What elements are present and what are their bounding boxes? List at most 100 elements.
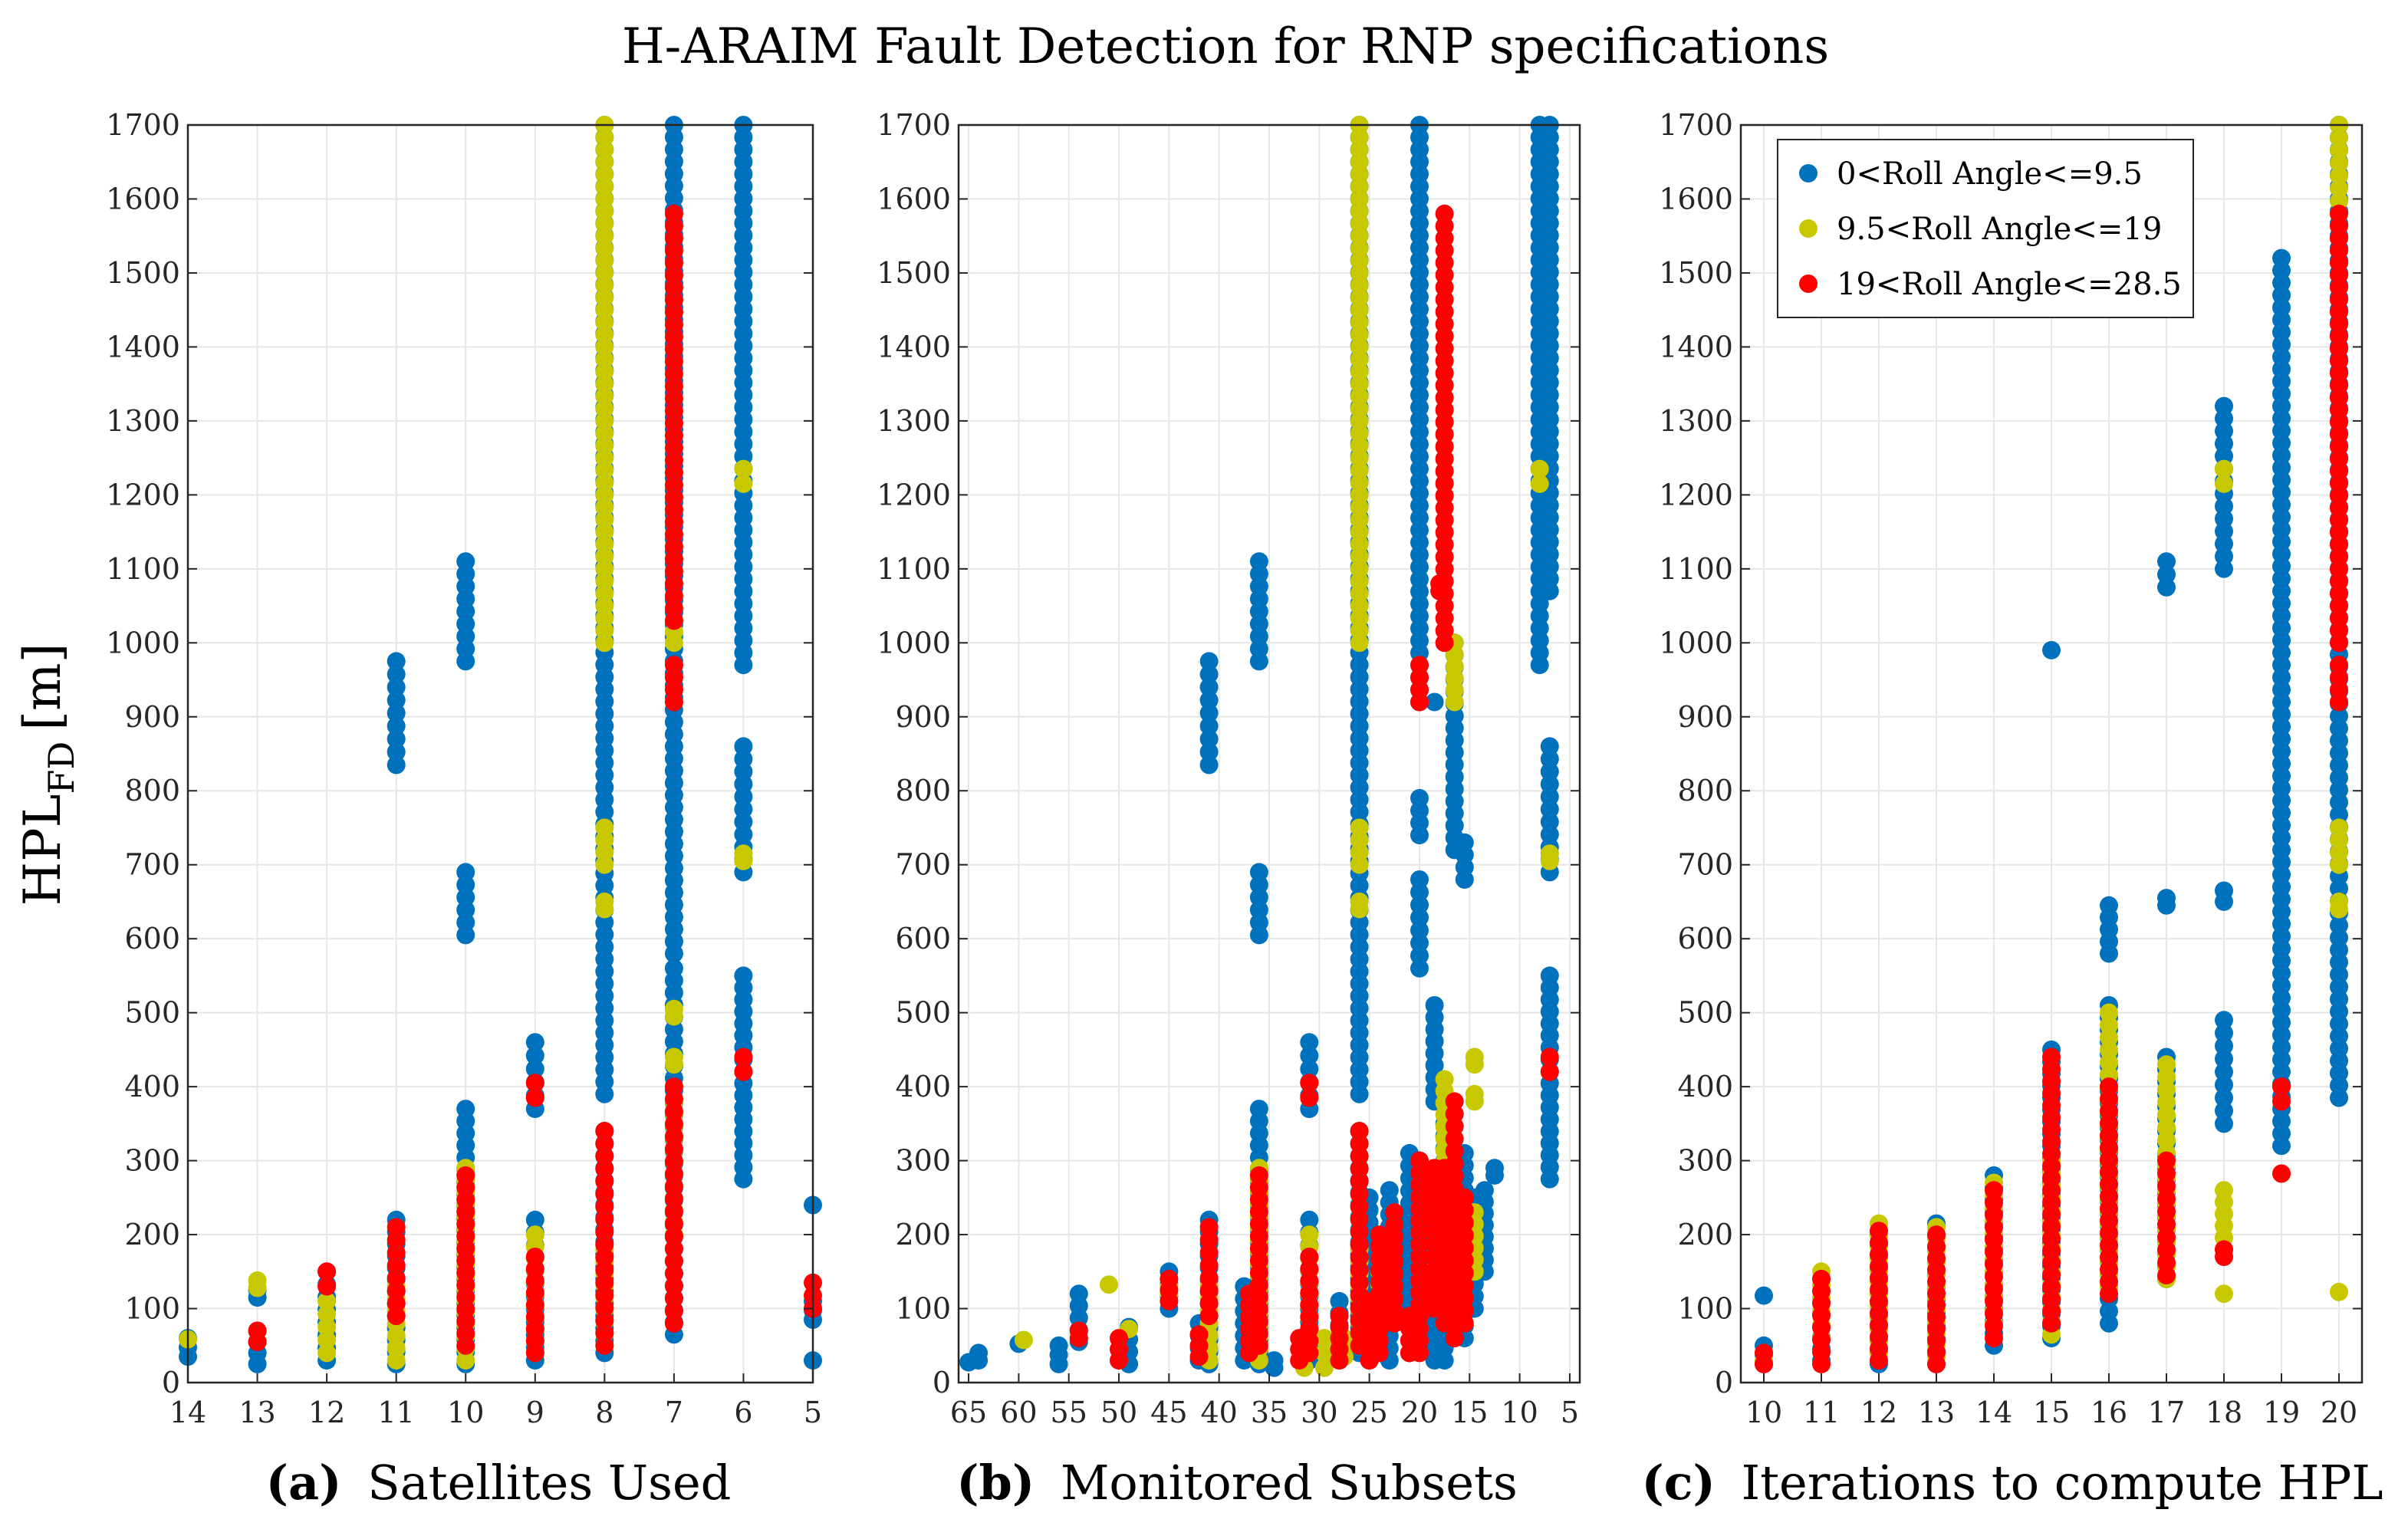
panel-a-axis-title: Satellites Used (367, 1455, 731, 1511)
panel-c-data-point (2157, 1176, 2176, 1195)
panel-c-xtick-label: 14 (1975, 1396, 2012, 1429)
panel-c-ytick-label: 400 (1677, 1070, 1733, 1103)
panel-b-xtick-label: 40 (1200, 1396, 1237, 1429)
panel-b-ytick-label: 700 (895, 848, 951, 882)
panel-b-data-point (1350, 1197, 1369, 1216)
panel-b-label: (b) (956, 1455, 1035, 1511)
panel-b-data-point (1199, 678, 1219, 697)
panel-a-data-point (664, 1055, 683, 1074)
panel-a-data-point (525, 1343, 544, 1363)
panel-a-ytick-label: 1700 (106, 108, 180, 142)
panel-b-data-point (1199, 755, 1219, 774)
panel-c-data-point (2215, 1037, 2233, 1056)
panel-b-data-point (1540, 1062, 1559, 1081)
panel-c-ytick-label: 1500 (1659, 256, 1733, 290)
panel-b-data-point (1249, 926, 1268, 945)
panel-b-xtick-label: 65 (950, 1396, 987, 1429)
panel-b-xtick-label: 15 (1451, 1396, 1488, 1429)
y-axis-label-main: HPL (13, 794, 72, 906)
panel-a-xtick-label: 13 (238, 1396, 275, 1429)
panel-b-ytick-label: 1600 (877, 182, 951, 215)
panel-a-data-point (456, 888, 475, 907)
panel-b-xtick-label: 20 (1401, 1396, 1438, 1429)
legend-marker-blue (1799, 164, 1818, 183)
panel-a-data-point (734, 749, 753, 768)
panel-b-ytick-label: 500 (895, 996, 951, 1030)
panel-b-data-point (1199, 665, 1219, 684)
panel-b-data-point (1455, 1238, 1474, 1258)
panel-a-xtick-label: 11 (377, 1396, 414, 1429)
panel-a-data-point (387, 678, 406, 697)
panel-c-data-point (2157, 1106, 2176, 1124)
panel-a-data-point (595, 1122, 614, 1140)
panel-c-data-point (2330, 633, 2348, 653)
panel-c-xtick-label: 18 (2206, 1396, 2242, 1429)
panel-a-ytick-label: 1300 (106, 404, 180, 438)
panel-c-xtick-label: 19 (2263, 1396, 2300, 1429)
panel-b-xtick-label: 5 (1561, 1396, 1579, 1429)
panel-b-xtick-label: 10 (1501, 1396, 1538, 1429)
panel-b-xtick-label: 60 (1000, 1396, 1037, 1429)
panel-b-data-point (1199, 1281, 1219, 1301)
panel-a-xtick-label: 7 (665, 1396, 683, 1429)
panel-a-data-point (734, 762, 753, 781)
panel-a-data-point (595, 899, 614, 919)
panel-b-data-point (1455, 1264, 1474, 1283)
panel-a-data-point (595, 1146, 614, 1166)
panel-a-data-point (387, 1307, 406, 1326)
panel-b-data-point (1350, 1146, 1369, 1166)
panel-c-xtick-label: 12 (1860, 1396, 1897, 1429)
panel-a-ytick-label: 1400 (106, 330, 180, 363)
panel-c-data-point (2330, 128, 2348, 147)
panel-c-ytick-label: 1100 (1659, 552, 1733, 586)
panel-c-data-point (1812, 1354, 1831, 1373)
panel-c-data-point (1985, 1329, 2003, 1348)
panel-c-data-point (2215, 1011, 2233, 1030)
panel-b-data-point (1370, 1343, 1389, 1363)
panel-a-data-point (387, 1281, 406, 1301)
panel-a-label: (a) (266, 1455, 342, 1511)
panel-c-data-point (2215, 1049, 2233, 1068)
panel-a-data-point (734, 825, 753, 844)
panel-a-data-point (734, 474, 753, 493)
panel-b-data-point (1199, 1243, 1219, 1262)
panel-b-data-point (1249, 913, 1268, 932)
panel-b-data-point (969, 1351, 989, 1370)
panel-a-xtick-label: 12 (308, 1396, 345, 1429)
panel-c-data-point (2272, 1164, 2291, 1183)
panel-b-data-point (1410, 692, 1429, 712)
panel-c-ytick-label: 1700 (1659, 108, 1733, 142)
panel-c-data-point (2157, 1228, 2176, 1247)
panel-b-data-point (1385, 1314, 1404, 1333)
panel-b-data-point (1410, 908, 1429, 927)
panel-a-ytick-label: 1100 (106, 552, 180, 586)
panel-b-data-point (1455, 1201, 1474, 1220)
panel-b-data-point (1249, 900, 1268, 919)
panel-a-data-point (317, 1317, 337, 1337)
panel-a-data-point (387, 1243, 406, 1262)
panel-b-ytick-label: 400 (895, 1070, 951, 1103)
panel-a-data-point (317, 1330, 337, 1350)
panel-c-points (1755, 116, 2348, 1373)
panel-c-ytick-label: 900 (1677, 700, 1733, 734)
panel-c-data-point (2330, 179, 2348, 198)
panel-c-data-point (2215, 474, 2233, 493)
panel-a-data-point (456, 926, 475, 945)
panel-c-data-point (2330, 692, 2348, 712)
panel-b-xtick-label: 45 (1150, 1396, 1187, 1429)
panel-a-data-point (595, 1222, 614, 1241)
legend: 0<Roll Angle<=9.5 9.5<Roll Angle<=19 19<… (1777, 139, 2194, 318)
panel-b-ytick-label: 1700 (877, 108, 951, 142)
panel-b-points (959, 116, 1559, 1377)
panel-a-ytick-label: 600 (124, 922, 180, 955)
panel-a-ytick-label: 1600 (106, 182, 180, 215)
panel-a-ytick-label: 200 (124, 1218, 180, 1251)
panel-b-ytick-label: 800 (895, 774, 951, 807)
panel-b-data-point (1350, 855, 1369, 874)
panel-a-data-point (595, 1273, 614, 1292)
panel-b-ytick-label: 1300 (877, 404, 951, 438)
legend-marker-yellow (1799, 219, 1818, 238)
panel-b-data-point (1540, 1169, 1559, 1189)
panel-a-data-point (595, 1310, 614, 1330)
panel-b-data-point (1540, 825, 1559, 844)
